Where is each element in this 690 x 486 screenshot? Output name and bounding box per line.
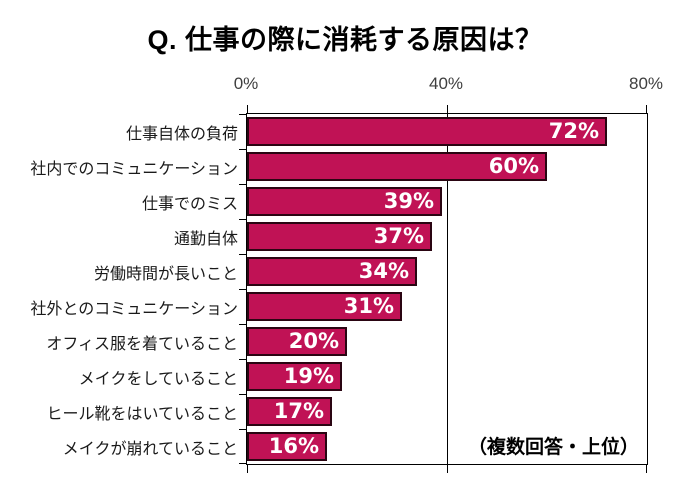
category-label: 仕事でのミス: [141, 195, 238, 213]
chart-title: Q. 仕事の際に消耗する原因は？: [147, 25, 543, 55]
annotation-note: （複数回答・上位）: [467, 437, 639, 458]
category-label: 社内でのコミュニケーション: [30, 160, 238, 178]
bar-value-label: 17%: [273, 399, 324, 423]
bar-row: 20%: [247, 324, 647, 359]
bar: 34%: [247, 257, 417, 286]
bar: 20%: [247, 327, 347, 356]
bar-value-label: 16%: [268, 434, 319, 458]
bar-value-label: 72%: [548, 119, 599, 143]
y-axis-tick: [239, 184, 247, 185]
bar-value-label: 37%: [373, 224, 424, 248]
y-axis-tick: [239, 149, 247, 150]
bar: 19%: [247, 362, 342, 391]
bar-row: 31%: [247, 289, 647, 324]
bar: 37%: [247, 222, 432, 251]
y-axis-tick: [239, 324, 247, 325]
bar-row: 72%: [247, 114, 647, 149]
y-axis-tick: [239, 359, 247, 360]
y-axis-tick: [239, 254, 247, 255]
bar-value-label: 19%: [283, 364, 334, 388]
bar: 17%: [247, 397, 332, 426]
x-axis: 0% 40% 80%: [234, 74, 663, 96]
bar-row: 37%: [247, 219, 647, 254]
category-label: 社外とのコミュニケーション: [30, 300, 238, 318]
bar: 31%: [247, 292, 402, 321]
x-axis-tick: [646, 105, 647, 113]
x-axis-tick: [247, 105, 248, 113]
y-axis-tick: [239, 429, 247, 430]
y-axis-tick: [239, 219, 247, 220]
bar-value-label: 20%: [288, 329, 339, 353]
bar-value-label: 31%: [343, 294, 394, 318]
x-axis-tick-label: 0%: [233, 74, 259, 93]
bar-row: 16%: [247, 429, 647, 464]
bar: 39%: [247, 187, 442, 216]
category-label: ヒール靴をはいていること: [46, 405, 238, 423]
bar: 60%: [247, 152, 547, 181]
y-axis-tick: [239, 394, 247, 395]
category-label: 仕事自体の負荷: [125, 125, 238, 143]
category-label: メイクをしていること: [78, 370, 238, 388]
bar-row: 60%: [247, 149, 647, 184]
x-axis-bottom-tick: [447, 465, 448, 473]
bar-row: 34%: [247, 254, 647, 289]
category-labels: 仕事自体の負荷社内でのコミュニケーション仕事でのミス通勤自体労働時間が長いこと社…: [0, 114, 238, 464]
bar: 72%: [247, 117, 607, 146]
gridline-40pct: [446, 114, 448, 464]
bar-value-label: 34%: [358, 259, 409, 283]
category-label: メイクが崩れていること: [62, 440, 238, 458]
bar-row: 39%: [247, 184, 647, 219]
x-axis-tick-label: 40%: [428, 74, 464, 93]
x-axis-bottom-tick: [646, 465, 647, 473]
bar-row: 17%: [247, 394, 647, 429]
y-axis-tick: [239, 114, 247, 115]
bar-value-label: 39%: [383, 189, 434, 213]
x-axis-bottom-tick: [247, 465, 248, 473]
x-axis-tick: [447, 105, 448, 113]
plot-area: （複数回答・上位） 72% 60% 39% 37% 34% 31% 20% 19% 17% 16%: [239, 105, 648, 473]
y-axis-tick: [239, 289, 247, 290]
bar: 16%: [247, 432, 327, 461]
category-label: 労働時間が長いこと: [93, 265, 238, 283]
category-label: オフィス服を着ていること: [46, 335, 238, 353]
y-axis-tick: [239, 463, 247, 464]
category-label: 通勤自体: [173, 230, 238, 248]
bar-value-label: 60%: [488, 154, 539, 178]
x-axis-tick-label: 80%: [628, 74, 664, 93]
bar-row: 19%: [247, 359, 647, 394]
